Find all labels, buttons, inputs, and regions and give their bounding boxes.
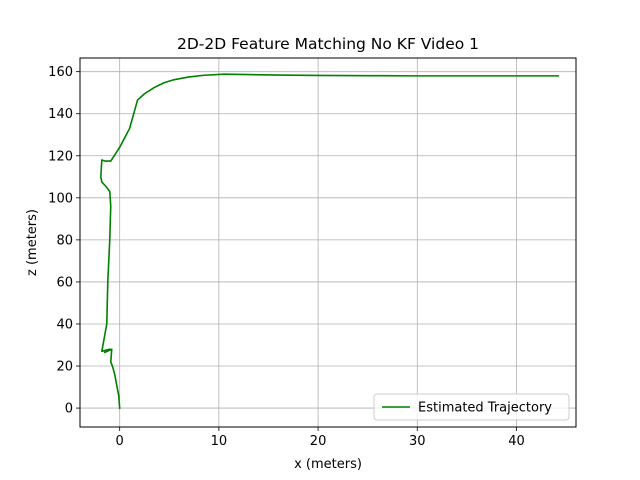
y-tick-label: 60 bbox=[56, 275, 73, 290]
x-axis-label: x (meters) bbox=[294, 457, 362, 472]
plot-frame bbox=[79, 57, 577, 428]
ticks: 0 10 20 30 40 0 20 40 60 80 100 120 140 160 bbox=[48, 65, 525, 449]
y-tick-label: 20 bbox=[56, 360, 73, 375]
x-tick-label: 30 bbox=[409, 434, 426, 449]
chart-title: 2D-2D Feature Matching No KF Video 1 bbox=[177, 35, 479, 53]
legend-label: Estimated Trajectory bbox=[418, 401, 552, 416]
x-tick-label: 10 bbox=[211, 434, 228, 449]
grid bbox=[80, 58, 576, 427]
y-tick-label: 120 bbox=[48, 149, 73, 164]
series-line bbox=[100, 73, 559, 409]
y-tick-label: 0 bbox=[65, 402, 73, 417]
y-tick-label: 140 bbox=[48, 107, 73, 122]
y-tick-label: 160 bbox=[48, 65, 73, 80]
x-tick-label: 0 bbox=[116, 434, 124, 449]
y-axis-label: z (meters) bbox=[25, 209, 40, 276]
y-tick-label: 100 bbox=[48, 191, 73, 206]
x-tick-label: 40 bbox=[508, 434, 525, 449]
legend: Estimated Trajectory bbox=[373, 393, 570, 421]
y-tick-label: 40 bbox=[56, 317, 73, 332]
plot-lines bbox=[100, 73, 559, 409]
x-tick-label: 20 bbox=[310, 434, 327, 449]
legend-box bbox=[373, 393, 570, 421]
y-tick-label: 80 bbox=[56, 233, 73, 248]
